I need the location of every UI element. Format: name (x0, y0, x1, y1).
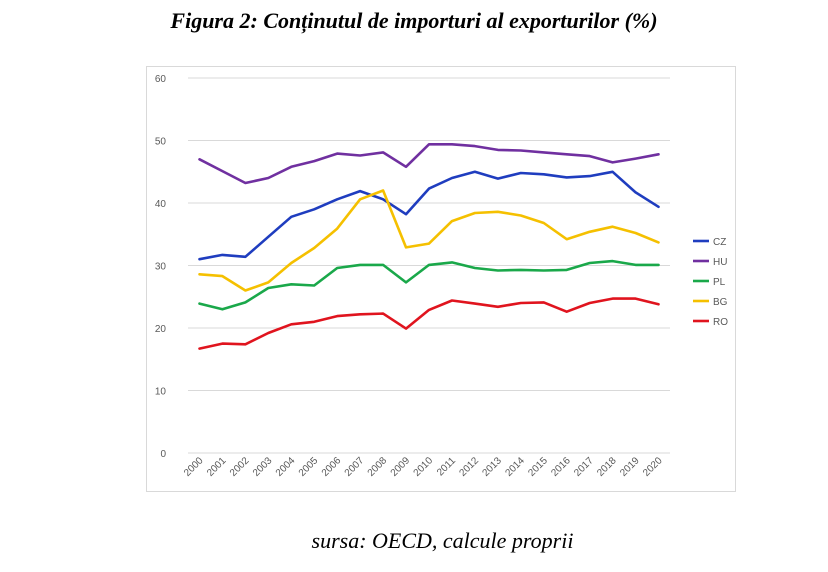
x-tick-label-2008: 2008 (366, 455, 390, 479)
y-tick-label-60: 60 (155, 74, 167, 85)
x-tick-label-2016: 2016 (549, 455, 573, 479)
x-tick-label-2009: 2009 (389, 455, 413, 479)
y-tick-label-40: 40 (155, 199, 167, 210)
x-tick-label-2011: 2011 (435, 455, 458, 478)
y-tick-label-20: 20 (155, 324, 167, 335)
x-tick-label-2014: 2014 (503, 455, 527, 479)
x-tick-label-2001: 2001 (205, 455, 229, 479)
legend-label-cz: CZ (713, 237, 726, 248)
series-line-pl (198, 259, 660, 311)
legend-label-ro: RO (713, 317, 728, 328)
chart-container: 0 10 20 30 40 50 60 2000 2001 2002 2003 2004 2005 200… (146, 66, 736, 492)
x-tick-label-2004: 2004 (274, 455, 298, 479)
series-line-ro (198, 297, 660, 350)
x-tick-label-2020: 2020 (641, 455, 665, 479)
legend-label-pl: PL (713, 277, 726, 288)
x-tick-label-2007: 2007 (343, 455, 367, 479)
figure-title: Figura 2: Conținutul de importuri al exp… (170, 8, 658, 33)
x-tick-label-2013: 2013 (480, 455, 504, 479)
source-note: sursa: OECD, calcule proprii (311, 528, 574, 553)
x-tick-label-2012: 2012 (458, 455, 482, 479)
x-tick-label-2017: 2017 (572, 455, 596, 479)
series-line-hu (198, 143, 660, 185)
legend-label-hu: HU (713, 257, 727, 268)
x-tick-label-2015: 2015 (526, 455, 550, 479)
series-line-cz (198, 170, 660, 261)
x-tick-label-2018: 2018 (595, 455, 619, 479)
x-tick-label-2006: 2006 (320, 455, 344, 479)
legend-label-bg: BG (713, 297, 728, 308)
x-tick-label-2002: 2002 (228, 455, 252, 479)
x-tick-label-2010: 2010 (412, 455, 436, 479)
y-tick-label-30: 30 (155, 262, 167, 273)
y-tick-label-0: 0 (160, 449, 166, 460)
x-tick-label-2019: 2019 (618, 455, 642, 479)
y-tick-label-10: 10 (155, 387, 167, 398)
x-tick-label-2005: 2005 (297, 455, 321, 479)
y-tick-label-50: 50 (155, 137, 167, 148)
series-line-bg (198, 189, 660, 292)
x-tick-label-2003: 2003 (251, 455, 275, 479)
x-tick-label-2000: 2000 (182, 455, 206, 479)
